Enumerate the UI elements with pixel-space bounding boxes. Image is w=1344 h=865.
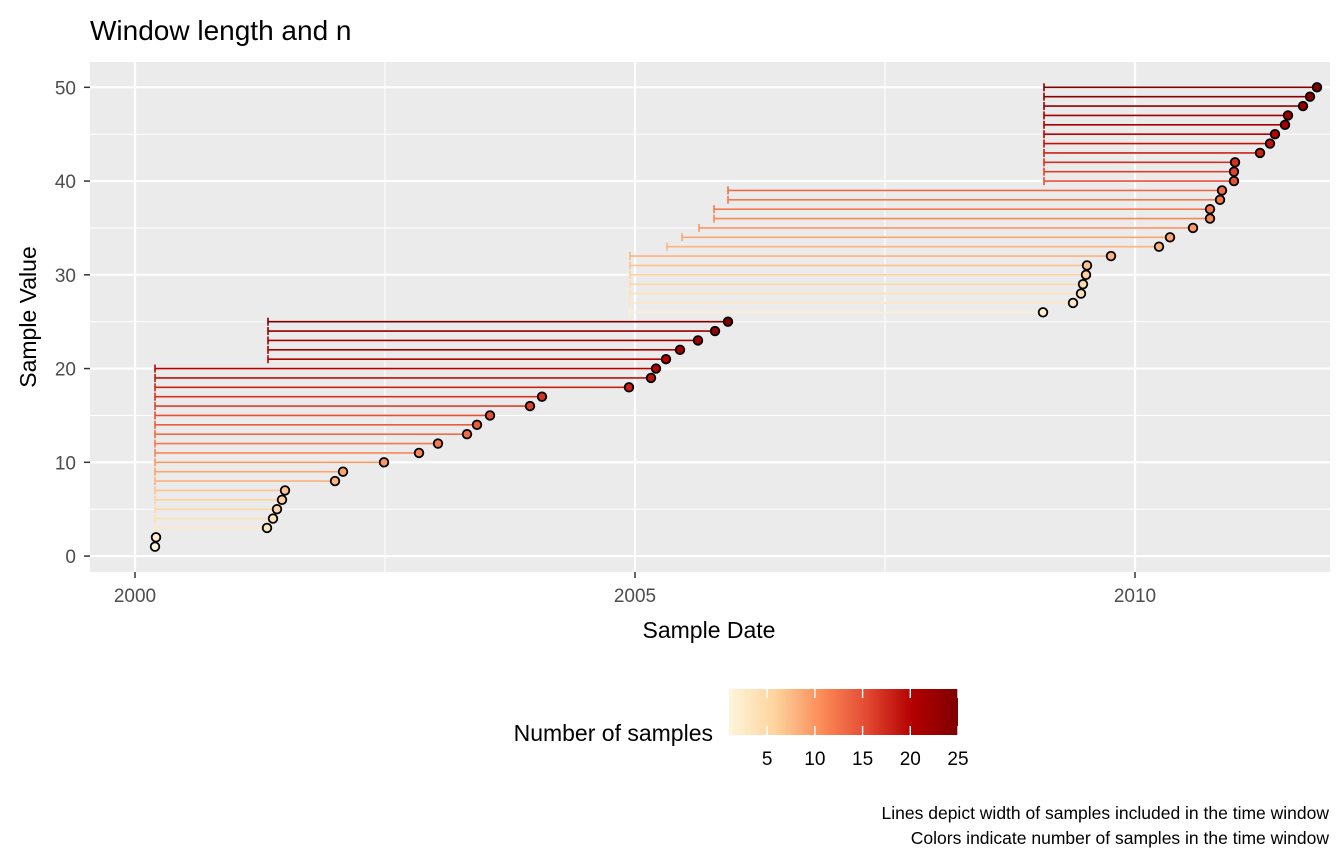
data-point xyxy=(378,457,390,468)
y-tick-label: 40 xyxy=(55,172,76,193)
x-axis: 2000 2005 2010 xyxy=(114,572,1156,607)
x-tick-label: 2005 xyxy=(614,586,656,607)
y-tick-label: 10 xyxy=(55,453,76,474)
y-tick-label: 0 xyxy=(65,547,76,568)
y-tick-label: 20 xyxy=(55,360,76,381)
y-axis: 0 10 20 30 40 50 xyxy=(55,78,90,568)
data-point xyxy=(1229,157,1241,168)
data-point xyxy=(1164,232,1176,243)
data-point xyxy=(1037,307,1049,318)
data-point xyxy=(149,541,161,552)
data-point xyxy=(1204,203,1216,215)
y-tick-label: 30 xyxy=(55,266,76,287)
data-point xyxy=(276,494,288,506)
legend-ticks: 5 10 15 20 25 xyxy=(762,689,969,770)
data-point xyxy=(1282,110,1294,121)
legend-tick-label: 25 xyxy=(947,749,968,770)
data-point xyxy=(1067,297,1079,309)
plot-panel xyxy=(90,62,1330,572)
data-point xyxy=(1279,119,1291,131)
data-point xyxy=(650,363,662,374)
data-point xyxy=(645,372,657,384)
data-point xyxy=(623,382,635,393)
data-point xyxy=(1187,222,1199,234)
data-point xyxy=(674,344,686,356)
data-point xyxy=(413,447,425,459)
data-point xyxy=(471,419,483,431)
y-axis-label: Sample Value xyxy=(15,246,41,388)
chart-title: Window length and n xyxy=(90,15,352,46)
data-point xyxy=(337,466,349,477)
data-point xyxy=(1216,185,1228,196)
legend-tick-label: 15 xyxy=(852,749,873,770)
x-tick-label: 2000 xyxy=(114,586,156,607)
data-point xyxy=(1204,213,1216,224)
data-point xyxy=(536,391,548,402)
data-point xyxy=(1311,82,1323,93)
caption-line-2: Colors indicate number of samples in the… xyxy=(911,828,1330,848)
data-point xyxy=(1077,278,1089,290)
legend-tick-label: 10 xyxy=(804,749,825,770)
data-point xyxy=(524,400,536,412)
data-point xyxy=(271,503,283,515)
legend: Number of samples 5 10 15 20 25 xyxy=(514,689,969,770)
data-point xyxy=(722,316,734,327)
data-point xyxy=(329,475,341,487)
x-axis-label: Sample Date xyxy=(643,617,776,643)
data-point xyxy=(461,428,473,440)
data-points xyxy=(149,82,1323,552)
data-point xyxy=(660,353,672,365)
data-point xyxy=(484,410,496,421)
data-point xyxy=(1264,138,1276,149)
y-tick-label: 50 xyxy=(55,78,76,99)
data-point xyxy=(1297,100,1309,112)
data-point xyxy=(261,522,273,534)
data-point xyxy=(1080,269,1092,281)
data-point xyxy=(692,335,704,346)
data-point xyxy=(1269,128,1281,140)
data-point xyxy=(150,532,162,543)
window-segments xyxy=(154,83,1317,551)
legend-tick-label: 5 xyxy=(762,749,773,770)
x-tick-label: 2010 xyxy=(1114,586,1156,607)
data-point xyxy=(1081,260,1093,271)
caption-line-1: Lines depict width of samples included i… xyxy=(882,803,1330,823)
data-point xyxy=(279,485,291,496)
data-point xyxy=(432,438,444,449)
legend-title: Number of samples xyxy=(514,720,713,746)
data-point xyxy=(1105,250,1117,262)
data-point xyxy=(1228,175,1240,187)
data-point xyxy=(1075,288,1087,299)
data-point xyxy=(1254,147,1266,159)
data-point xyxy=(267,513,279,524)
data-point xyxy=(1153,241,1165,252)
legend-colorbar xyxy=(729,689,958,735)
data-point xyxy=(709,325,721,337)
data-point xyxy=(1214,194,1226,206)
data-point xyxy=(1304,91,1316,102)
data-point xyxy=(1228,166,1240,177)
legend-tick-label: 20 xyxy=(900,749,921,770)
